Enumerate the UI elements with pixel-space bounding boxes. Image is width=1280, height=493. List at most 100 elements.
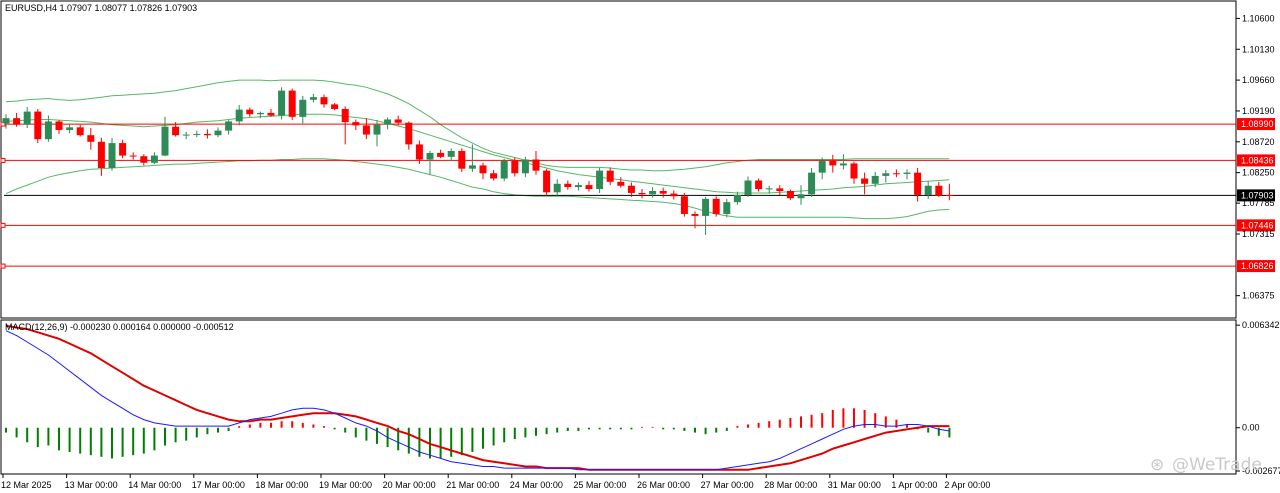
candle <box>829 154 837 173</box>
candle-body <box>172 126 180 136</box>
candle <box>426 150 434 175</box>
candle-body <box>97 141 105 169</box>
candle <box>638 189 646 199</box>
candle-body <box>850 163 858 179</box>
candle <box>755 178 763 192</box>
level-label-box <box>1237 219 1275 232</box>
price-tick-label: 1.10600 <box>1242 13 1275 23</box>
candle <box>458 148 466 172</box>
candle-body <box>935 185 943 196</box>
candle <box>172 122 180 137</box>
candle-body <box>797 194 805 199</box>
candle-body <box>670 193 678 197</box>
candle <box>670 190 678 200</box>
candle <box>405 121 413 150</box>
candle <box>225 120 233 135</box>
candle <box>150 152 158 165</box>
candle <box>553 179 561 197</box>
candle-body <box>649 191 657 195</box>
candle <box>415 140 423 165</box>
price-tick-label: 1.07315 <box>1242 229 1275 239</box>
candle-body <box>892 173 900 175</box>
candle-body <box>320 97 328 105</box>
time-tick-label: 21 Mar 00:00 <box>446 480 499 490</box>
current-price-box <box>1237 189 1275 202</box>
candle-body <box>532 159 540 171</box>
candle-body <box>352 122 360 126</box>
candle-body <box>659 191 667 194</box>
macd-indicator <box>5 324 951 471</box>
candle <box>108 137 116 171</box>
candle <box>712 196 720 217</box>
current-price-label: 1.07903 <box>1241 190 1274 200</box>
candle-body <box>2 118 10 124</box>
candle-body <box>765 188 773 190</box>
candle-body <box>76 127 84 136</box>
candle-body <box>818 160 826 173</box>
macd-axis: 0.006342 0.00 -0.002677 <box>1236 320 1280 476</box>
candlesticks <box>2 87 953 235</box>
candle-body <box>829 160 837 166</box>
candle-body <box>924 185 932 195</box>
candle-body <box>808 172 816 195</box>
candle-body <box>161 126 169 156</box>
candle-body <box>680 196 688 214</box>
candle-body <box>437 152 445 157</box>
time-tick-label: 26 Mar 00:00 <box>637 480 690 490</box>
candle-body <box>458 150 466 169</box>
candle-body <box>87 135 95 142</box>
candle <box>839 154 847 170</box>
level-marker <box>0 157 6 163</box>
candle <box>702 196 710 235</box>
candle <box>585 181 593 192</box>
bollinger-lower-line <box>5 158 950 220</box>
level-label: 1.08436 <box>1241 155 1274 165</box>
candle-body <box>182 134 190 136</box>
time-tick-label: 2 Apr 00:00 <box>944 480 990 490</box>
candle-body <box>267 112 275 116</box>
candle <box>34 108 42 144</box>
price-axis: 1.08990 1.08436 1.07446 1.06826 1.07903 1.106… <box>1236 13 1275 301</box>
candle-body <box>235 109 243 122</box>
candle-body <box>776 188 784 191</box>
candle-body <box>574 185 582 188</box>
candle <box>733 191 741 205</box>
candle <box>288 88 296 121</box>
time-tick-label: 31 Mar 00:00 <box>828 480 881 490</box>
candle <box>278 87 286 120</box>
candle-body <box>839 163 847 166</box>
candle <box>532 150 540 175</box>
candle-body <box>309 97 317 100</box>
candle <box>543 168 551 196</box>
candle-body <box>903 172 911 174</box>
candle <box>299 95 307 124</box>
candle <box>617 177 625 188</box>
level-marker <box>0 222 6 228</box>
candle-body <box>34 111 42 140</box>
time-tick-label: 27 Mar 00:00 <box>701 480 754 490</box>
candle <box>193 130 201 138</box>
candle <box>776 185 784 195</box>
candle-body <box>945 194 953 196</box>
macd-signal-line <box>5 324 950 471</box>
candle-body <box>786 191 794 199</box>
candle <box>256 111 264 119</box>
candle-body <box>712 198 720 214</box>
candle <box>437 149 445 159</box>
level-label-box <box>1237 154 1275 167</box>
candle <box>861 172 869 195</box>
candle-body <box>521 159 529 174</box>
time-tick-label: 1 Apr 00:00 <box>891 480 937 490</box>
candle-body <box>214 130 222 136</box>
candle <box>818 157 826 180</box>
candle-body <box>373 124 381 135</box>
candle <box>119 139 127 159</box>
candle-body <box>553 183 561 193</box>
candle-body <box>744 180 752 195</box>
time-tick-label: 12 Mar 2025 <box>1 480 52 490</box>
candle <box>55 120 63 134</box>
time-tick-label: 25 Mar 00:00 <box>573 480 626 490</box>
candle <box>161 116 169 157</box>
candle-body <box>246 109 254 115</box>
